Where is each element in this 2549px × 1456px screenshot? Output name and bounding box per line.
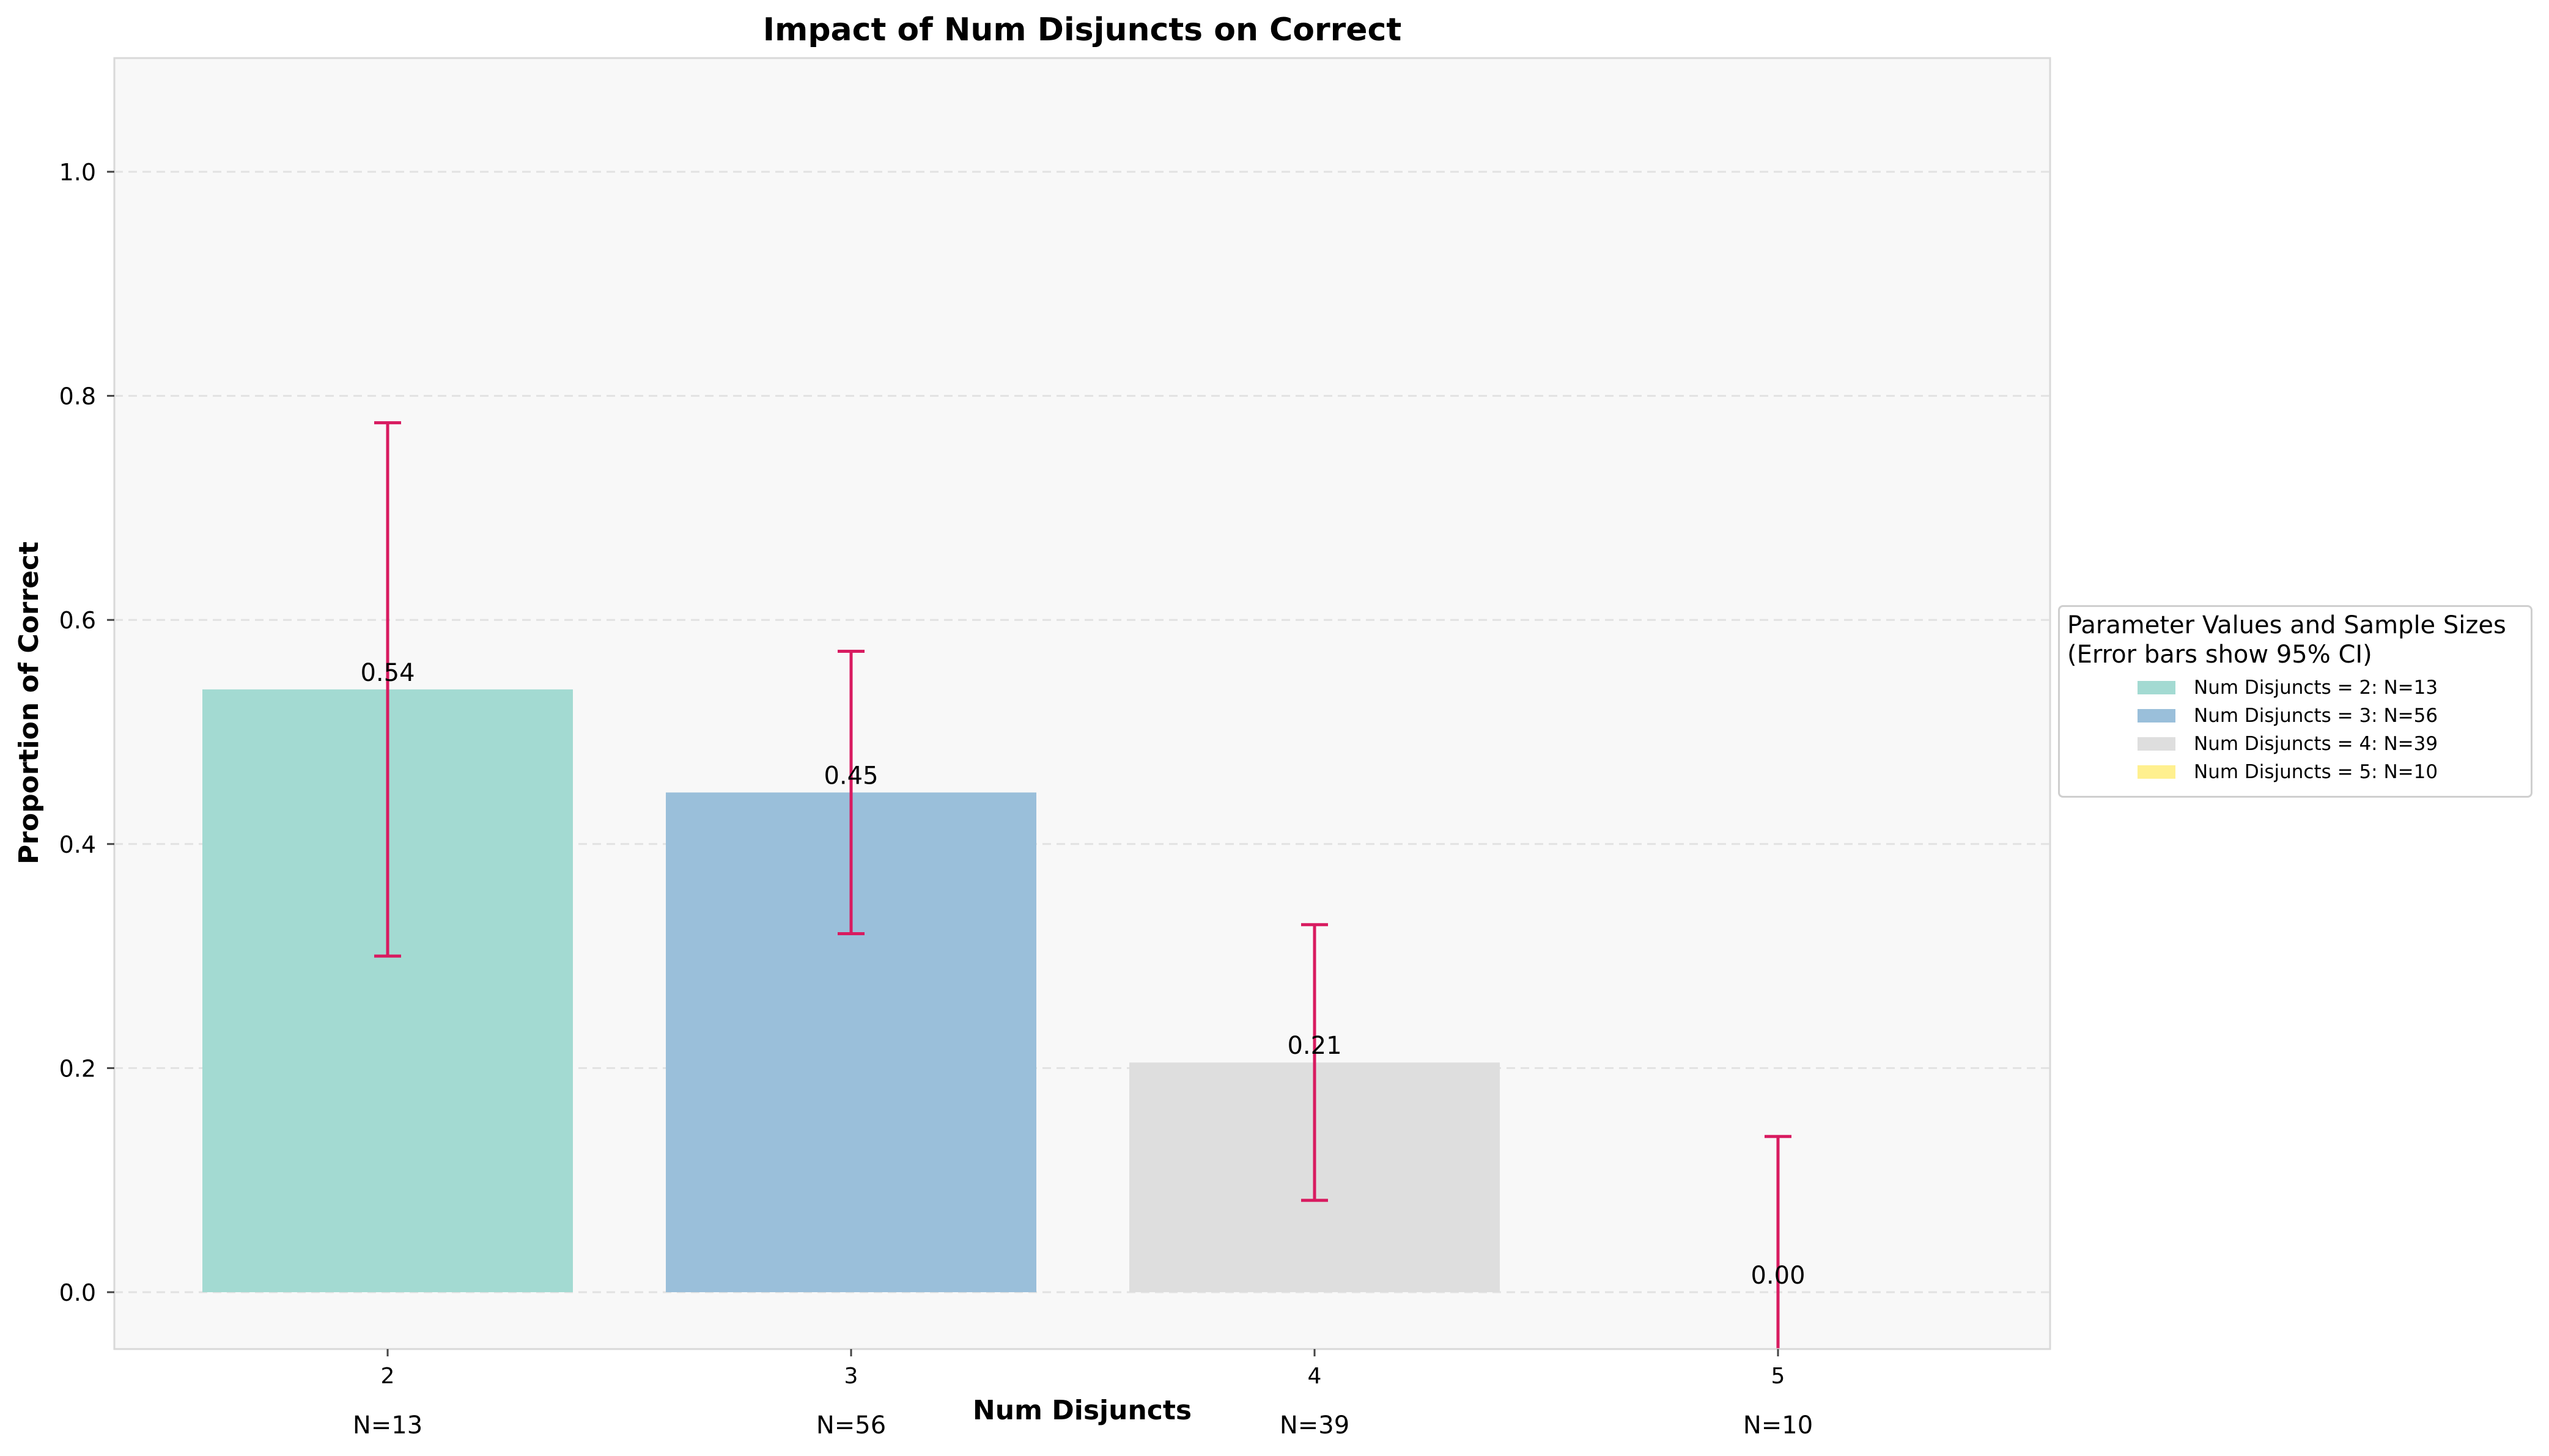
x-axis-label: Num Disjuncts: [973, 1395, 1192, 1426]
value-label: 0.54: [360, 659, 415, 687]
legend-entry-label: Num Disjuncts = 3: N=56: [2194, 705, 2438, 727]
y-tick-label: 0.0: [59, 1279, 96, 1306]
legend-entry-2: Num Disjuncts = 2: N=13: [2138, 675, 2438, 700]
legend-entry-3: Num Disjuncts = 3: N=56: [2138, 704, 2438, 728]
y-axis-ticks: 0.0 0.2 0.4 0.6 0.8 1.0: [59, 159, 114, 1306]
sample-size-label: N=10: [1743, 1411, 1813, 1439]
y-tick-label: 0.8: [59, 383, 96, 410]
legend: Parameter Values and Sample Sizes (Error…: [2058, 605, 2532, 798]
y-tick-label: 0.2: [59, 1055, 96, 1082]
legend-entry-label: Num Disjuncts = 5: N=10: [2194, 761, 2438, 783]
y-tick-label: 1.0: [59, 159, 96, 186]
value-label: 0.45: [824, 762, 878, 790]
sample-size-label: N=39: [1280, 1411, 1349, 1439]
legend-entry-label: Num Disjuncts = 4: N=39: [2194, 733, 2438, 755]
legend-entry-4: Num Disjuncts = 4: N=39: [2138, 732, 2438, 756]
legend-entry-label: Num Disjuncts = 2: N=13: [2194, 677, 2438, 699]
legend-entry-5: Num Disjuncts = 5: N=10: [2138, 760, 2438, 784]
x-tick-label: 3: [844, 1364, 858, 1389]
legend-swatch: [2138, 681, 2175, 694]
value-label: 0.00: [1750, 1262, 1805, 1290]
legend-title-line2: (Error bars show 95% CI): [2067, 641, 2372, 669]
x-tick-label: 2: [381, 1364, 395, 1389]
legend-title-line1: Parameter Values and Sample Sizes: [2067, 611, 2506, 639]
y-tick-label: 0.4: [59, 831, 96, 858]
sample-size-label: N=56: [816, 1411, 886, 1439]
x-tick-label: 5: [1771, 1364, 1785, 1389]
value-labels: 0.54 0.45 0.21 0.00: [360, 659, 1805, 1290]
legend-title: Parameter Values and Sample Sizes (Error…: [2067, 611, 2506, 669]
sample-size-labels: N=13 N=56 N=39 N=10: [353, 1411, 1813, 1439]
y-axis-label: Proportion of Correct: [13, 542, 45, 864]
legend-swatch: [2138, 765, 2175, 779]
legend-swatch: [2138, 709, 2175, 722]
legend-swatch: [2138, 737, 2175, 751]
value-label: 0.21: [1287, 1032, 1341, 1060]
x-axis-ticks: 2 3 4 5: [381, 1349, 1785, 1389]
error-bars: [374, 421, 1791, 1348]
chart-title: Impact of Num Disjuncts on Correct: [763, 12, 1401, 48]
sample-size-label: N=13: [353, 1411, 422, 1439]
x-tick-label: 4: [1308, 1364, 1322, 1389]
y-tick-label: 0.6: [59, 607, 96, 634]
